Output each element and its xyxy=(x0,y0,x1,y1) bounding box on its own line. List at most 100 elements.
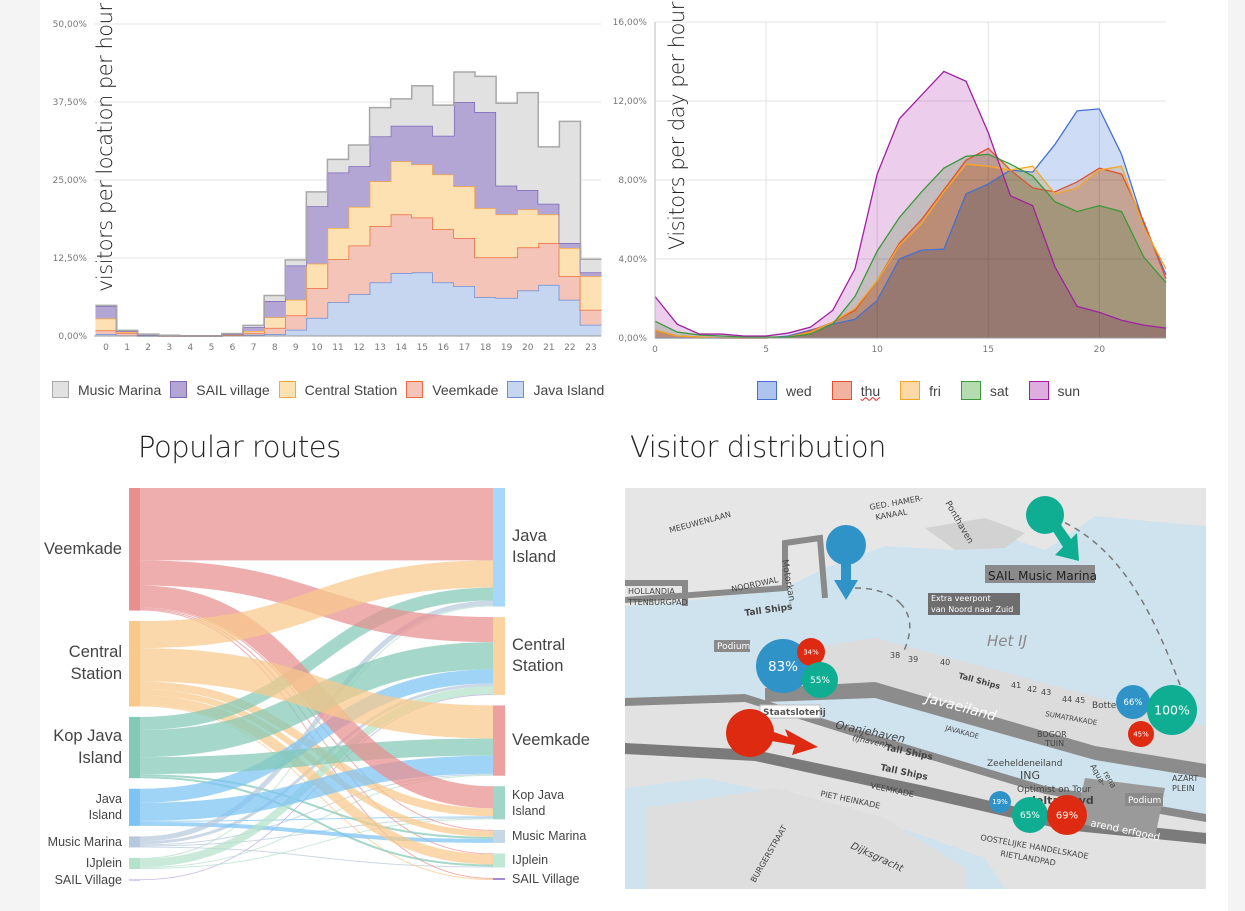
visitor-marker-blue[interactable]: 83% xyxy=(756,639,810,693)
marker-circle xyxy=(1012,797,1048,833)
map-callout-label: SAIL Music Marina xyxy=(988,569,1097,583)
visitor-marker-green[interactable] xyxy=(1026,496,1079,561)
marker-percentage: 65% xyxy=(1020,811,1040,821)
map-label: HOLLANDIA xyxy=(628,587,675,596)
sankey-link[interactable] xyxy=(139,738,494,775)
map-label: TTENBURGPAD xyxy=(627,598,688,607)
sankey-target-node[interactable] xyxy=(493,829,505,843)
visitor-marker-blue[interactable]: 19% xyxy=(989,791,1011,813)
y-tick-label: 12,50% xyxy=(53,254,88,264)
sankey-source-node[interactable] xyxy=(129,788,140,826)
y-tick-label: 4,00% xyxy=(618,255,647,265)
legend-item[interactable]: Veemkade xyxy=(406,381,498,398)
legend-swatch xyxy=(900,381,921,400)
sankey-link[interactable] xyxy=(139,669,494,803)
legend-swatch xyxy=(170,381,188,398)
sankey-target-node[interactable] xyxy=(493,617,505,695)
legend-swatch xyxy=(831,381,852,400)
right-y-axis-label: Visitors per day per hour xyxy=(665,2,689,250)
x-tick-label: 15 xyxy=(983,345,994,355)
sankey-source-node[interactable] xyxy=(129,879,140,881)
legend-item[interactable]: Music Marina xyxy=(52,381,161,398)
map-label: 38 xyxy=(890,651,900,660)
sankey-target-node[interactable] xyxy=(493,705,505,776)
sankey-link[interactable] xyxy=(139,846,494,868)
sankey-target-node[interactable] xyxy=(493,853,505,868)
legend-label: sun xyxy=(1057,382,1081,399)
sankey-link[interactable] xyxy=(139,816,494,822)
visitor-marker-blue[interactable]: 66% xyxy=(1116,685,1150,719)
sankey-source-node[interactable] xyxy=(129,621,140,707)
marker-percentage: 45% xyxy=(1133,730,1149,738)
visitor-marker-red[interactable]: 34% xyxy=(797,638,825,666)
visitor-marker-red[interactable]: 69% xyxy=(1047,795,1087,835)
sankey-link[interactable] xyxy=(139,755,494,821)
visitor-marker-red[interactable] xyxy=(726,709,818,757)
sankey-source-label: Music Marina xyxy=(47,834,122,849)
marker-percentage: 83% xyxy=(768,659,798,675)
sankey-target-node[interactable] xyxy=(493,786,505,820)
map-label: Bottel xyxy=(1092,701,1119,711)
y-tick-label: 25,00% xyxy=(53,176,88,186)
legend-item[interactable]: Java Island xyxy=(507,381,604,398)
sankey-source-node[interactable] xyxy=(129,836,140,848)
sankey-source-node[interactable] xyxy=(129,488,140,611)
map-label: Zeeheldeneiland xyxy=(987,759,1062,769)
legend-item[interactable]: thu xyxy=(831,381,880,400)
sankey-link[interactable] xyxy=(139,587,494,731)
sankey-link[interactable] xyxy=(139,774,494,839)
y-tick-label: 16,00% xyxy=(613,18,648,28)
legend-item[interactable]: SAIL village xyxy=(170,381,270,398)
javakade-road xyxy=(765,682,1206,778)
legend-item[interactable]: Central Station xyxy=(278,381,397,398)
visitor-distribution-map[interactable]: MEEUWENLAAN HOLLANDIA TTENBURGPAD NOORDWAL T… xyxy=(625,488,1206,889)
sankey-source-node[interactable] xyxy=(129,857,140,869)
sankey-source-label: Java Island xyxy=(88,792,122,823)
visitor-marker-green[interactable]: 55% xyxy=(802,662,838,698)
map-label: 40 xyxy=(940,658,950,667)
legend-item[interactable]: wed xyxy=(757,381,812,400)
visitor-marker-red[interactable]: 45% xyxy=(1128,721,1154,747)
legend-label: sat xyxy=(989,382,1009,399)
right-legend: wed thu fri sat sun xyxy=(757,381,1100,400)
y-tick-label: 50,00% xyxy=(53,20,88,30)
marker-circle xyxy=(756,639,810,693)
x-tick-label: 1 xyxy=(124,343,130,353)
sankey-link[interactable] xyxy=(139,776,494,867)
x-tick-label: 20 xyxy=(522,343,534,353)
sankey-source-node[interactable] xyxy=(129,716,140,779)
sankey-target-label: Music Marina xyxy=(512,829,587,844)
x-tick-label: 16 xyxy=(438,343,450,353)
legend-swatch xyxy=(52,381,69,398)
sankey-target-label: Kop Java Island xyxy=(512,787,565,818)
visitor-marker-green[interactable]: 65% xyxy=(1012,797,1048,833)
y-tick-label: 12,00% xyxy=(613,97,648,107)
map-label: TUIN xyxy=(1044,739,1064,748)
x-tick-label: 18 xyxy=(480,343,492,353)
legend-item[interactable]: fri xyxy=(900,381,941,400)
legend-item[interactable]: sun xyxy=(1028,381,1081,400)
sankey-link[interactable] xyxy=(139,648,494,739)
sankey-link[interactable] xyxy=(139,560,494,649)
legend-item[interactable]: sat xyxy=(960,381,1009,400)
java-island xyxy=(755,638,1206,768)
visitor-marker-green[interactable]: 100% xyxy=(1147,685,1197,735)
sankey-target-node[interactable] xyxy=(493,877,505,880)
x-tick-label: 10 xyxy=(871,345,883,355)
sankey-link[interactable] xyxy=(139,818,494,869)
legend-label: fri xyxy=(929,382,941,399)
map-label: 39 xyxy=(908,655,918,664)
x-tick-label: 8 xyxy=(272,343,278,353)
marker-percentage: 69% xyxy=(1056,811,1078,822)
map-label: 44 xyxy=(1062,695,1072,704)
map-label: BOGOR xyxy=(1037,730,1067,739)
map-canvas[interactable]: MEEUWENLAANHOLLANDIATTENBURGPADNOORDWALT… xyxy=(625,488,1206,889)
legend-label: Music Marina xyxy=(78,381,162,398)
legend-swatch xyxy=(406,381,424,398)
sankey-target-label: Central Station xyxy=(512,635,566,675)
sankey-target-node[interactable] xyxy=(493,488,505,607)
line-sat xyxy=(654,153,1167,338)
legend-label: SAIL village xyxy=(196,381,270,398)
visitor-marker-blue[interactable] xyxy=(826,525,866,600)
y-tick-label: 8,00% xyxy=(618,176,647,186)
